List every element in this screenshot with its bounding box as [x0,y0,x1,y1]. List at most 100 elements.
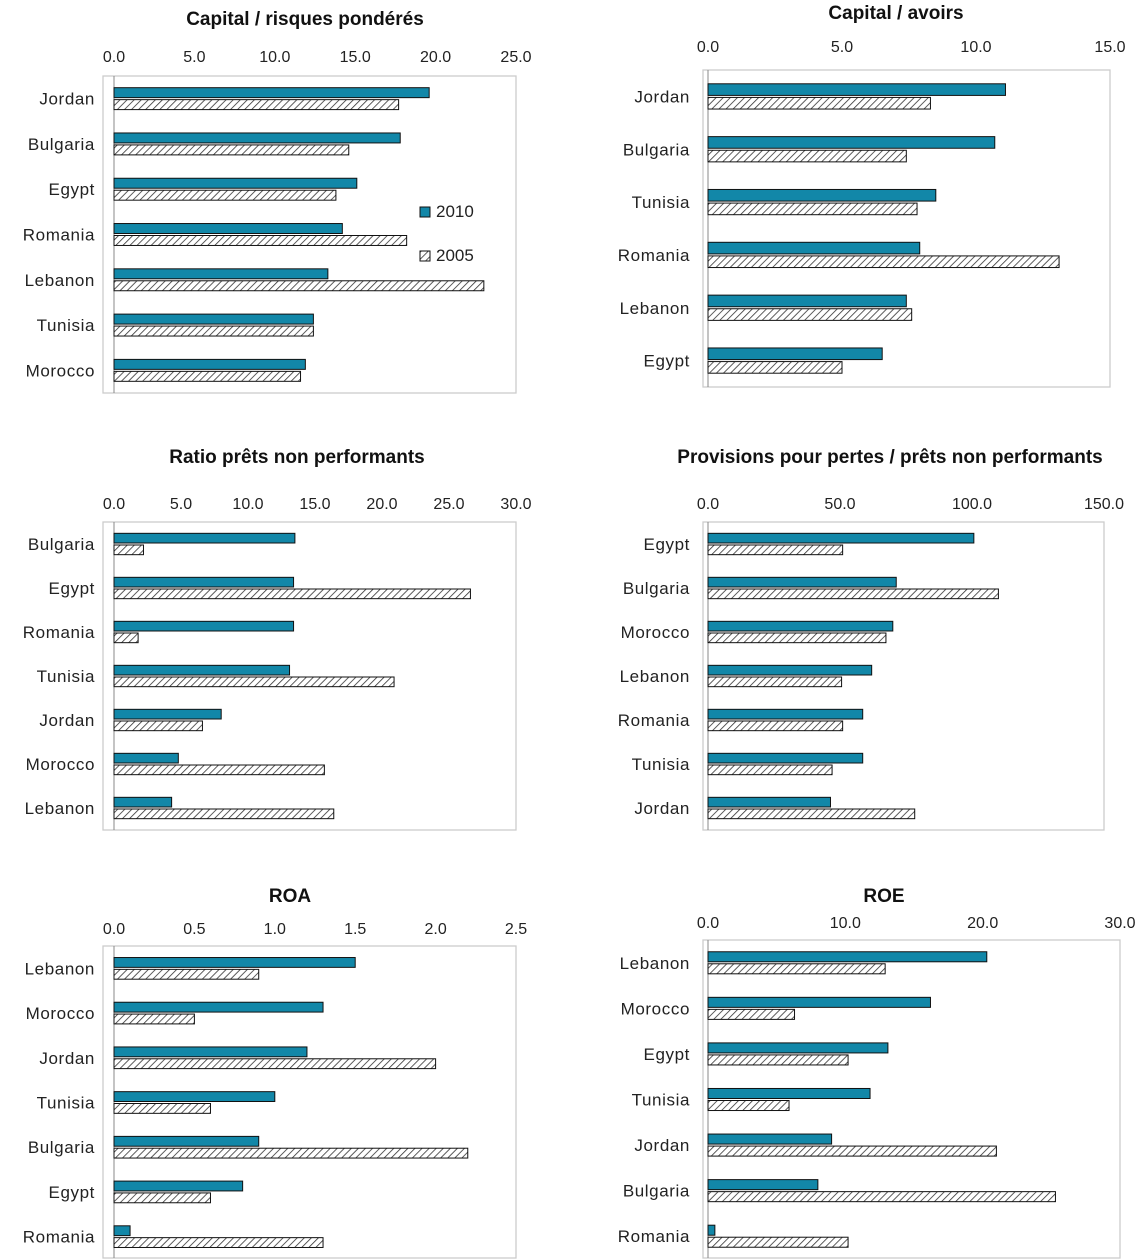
bar-2010-egypt [707,1042,889,1054]
category-label-romania: Romania [618,1227,690,1246]
x-tick-label: 10.0 [960,39,991,56]
bar-2005-bulgaria [707,149,907,163]
bar-2010-bulgaria [707,576,897,588]
category-label-jordan: Jordan [39,90,95,109]
category-label-jordan: Jordan [39,711,95,730]
bar-2005-lebanon [113,280,485,292]
x-tick-label: 5.0 [183,49,205,66]
bar-2010-bulgaria [113,132,401,144]
bar-2010-jordan [113,708,222,720]
bar-2005-lebanon [113,968,260,980]
bar-2005-egypt [707,544,844,556]
category-label-bulgaria: Bulgaria [28,135,95,154]
x-tick-label: 0.0 [103,49,125,66]
category-label-lebanon: Lebanon [620,299,690,318]
x-tick-label: 100.0 [952,496,992,513]
bar-2005-lebanon [707,963,886,975]
chart-title: Capital / risques pondérés [186,9,424,30]
x-tick-label: 30.0 [500,496,531,513]
bar-2010-egypt [113,177,358,189]
bar-2005-bulgaria [707,1191,1056,1203]
x-tick-label: 1.5 [344,921,366,938]
category-label-egypt: Egypt [644,352,690,371]
bar-2005-bulgaria [113,144,350,156]
bar-2005-jordan [113,99,400,111]
x-tick-label: 20.0 [366,496,397,513]
bar-2005-tunisia [113,1103,211,1114]
bar-2005-bulgaria [113,544,144,556]
bar-2005-jordan [113,1058,437,1070]
x-tick-label: 30.0 [1104,915,1135,932]
chart-1: Capital / risques pondérés 0.0 5.0 10.0 15.0… [23,9,532,394]
category-label-romania: Romania [23,1228,95,1247]
category-label-egypt: Egypt [644,535,690,554]
bar-2010-morocco [113,752,179,764]
bar-2010-lebanon [113,796,173,808]
category-label-bulgaria: Bulgaria [28,535,95,554]
category-label-lebanon: Lebanon [620,667,690,686]
bar-2010-bulgaria [707,1179,819,1191]
bar-2005-morocco [113,1013,195,1025]
chart-2: Capital / avoirs 0.0 5.0 10.0 15.0 Jordan Bulg… [618,3,1126,388]
bar-2005-romania [707,255,1060,269]
category-label-bulgaria: Bulgaria [623,1182,690,1201]
bar-2010-morocco [113,358,306,370]
x-tick-label: 0.0 [697,39,719,56]
bar-2005-morocco [707,632,887,644]
category-label-bulgaria: Bulgaria [623,579,690,598]
chart-title: ROE [863,886,904,907]
category-label-lebanon: Lebanon [25,959,95,978]
category-label-tunisia: Tunisia [37,667,95,686]
bar-2005-morocco [707,1008,796,1020]
bar-2010-lebanon [113,957,356,968]
category-label-morocco: Morocco [26,755,95,774]
category-label-morocco: Morocco [26,1004,95,1023]
x-tick-label: 2.0 [424,921,446,938]
bar-2005-romania [113,235,408,246]
plot-frame [702,69,1111,388]
legend-label-2005: 2005 [436,246,474,265]
category-label-romania: Romania [618,711,690,730]
plot-frame [102,75,517,394]
bar-2005-romania [113,632,139,644]
category-label-tunisia: Tunisia [37,316,95,335]
bar-2010-tunisia [113,313,314,325]
bar-2010-lebanon [707,664,873,676]
plot-frame [702,521,1105,831]
bar-2010-tunisia [707,1087,871,1099]
chart-6: ROE 0.0 10.0 20.0 30.0 Lebanon Morocco Egypt Tun… [618,886,1136,1259]
chart-5: ROA 0.0 0.5 1.0 1.5 2.0 2.5 Lebanon Morocco Jorda… [23,886,527,1259]
x-tick-label: 0.0 [103,921,125,938]
category-label-lebanon: Lebanon [25,799,95,818]
bar-2005-egypt [113,588,471,600]
x-tick-label: 150.0 [1084,496,1124,513]
category-label-tunisia: Tunisia [632,755,690,774]
bar-2005-bulgaria [113,1147,469,1159]
x-tick-label: 15.0 [1094,39,1125,56]
category-label-tunisia: Tunisia [632,193,690,212]
bar-2010-romania [113,1225,131,1237]
x-tick-label: 10.0 [830,915,861,932]
bar-2010-lebanon [113,268,329,280]
category-label-romania: Romania [618,246,690,265]
bar-2010-egypt [113,1180,244,1192]
bar-2010-bulgaria [707,136,996,149]
bar-2010-jordan [707,796,831,808]
category-label-egypt: Egypt [644,1045,690,1064]
category-label-morocco: Morocco [26,361,95,380]
bar-2010-egypt [707,532,975,544]
plot-frame [102,521,517,831]
bar-2005-lebanon [707,676,843,688]
category-label-tunisia: Tunisia [37,1094,95,1113]
bar-2010-tunisia [113,1091,276,1102]
bar-2010-romania [113,223,343,234]
chart-3: Ratio prêts non performants 0.0 5.0 10.0 15.… [23,447,532,831]
category-label-egypt: Egypt [49,180,95,199]
category-label-egypt: Egypt [49,1183,95,1202]
bar-2010-jordan [707,83,1006,96]
plot-frame [702,939,1121,1259]
x-tick-label: 15.0 [340,49,371,66]
bar-2005-bulgaria [707,588,999,600]
bar-2005-jordan [707,96,931,110]
plot-frame [102,945,517,1259]
